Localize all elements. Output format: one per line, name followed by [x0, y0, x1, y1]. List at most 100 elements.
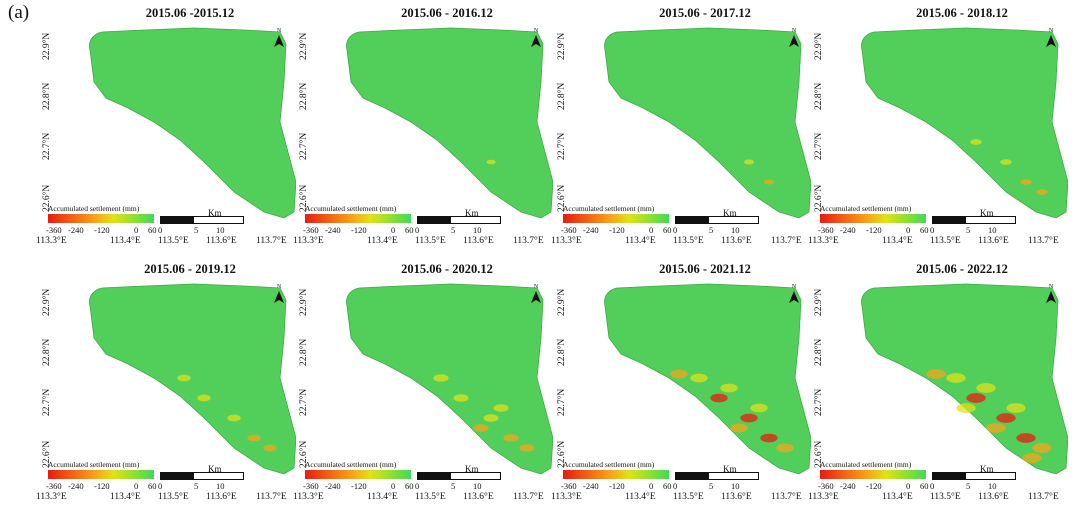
region-shape — [346, 27, 553, 219]
north-arrow-icon — [274, 35, 284, 47]
settlement-hotspot — [730, 423, 748, 433]
legend-colorbar — [48, 470, 154, 479]
legend-tick: 60 — [663, 225, 672, 235]
settlement-map — [89, 283, 296, 475]
legend-tick: -120 — [351, 481, 367, 491]
settlement-hotspot — [1036, 189, 1048, 195]
scale-tick: 10 — [473, 225, 482, 235]
lon-label: 113.5°E — [673, 492, 704, 502]
legend-title: Accumulated settlement (mm) — [563, 460, 655, 469]
scale-tick: 5 — [194, 225, 199, 235]
settlement-hotspots — [177, 374, 277, 452]
north-letter: N — [533, 28, 539, 34]
north-arrow: N — [1044, 284, 1058, 308]
legend-tick: -120 — [351, 225, 367, 235]
settlement-hotspot — [1000, 159, 1012, 165]
lat-label: 22.9°N — [814, 288, 824, 316]
legend-tick: -240 — [325, 481, 341, 491]
settlement-hotspot — [760, 433, 778, 443]
legend-title: Accumulated settlement (mm) — [48, 460, 140, 469]
north-arrow-icon — [531, 35, 541, 47]
scale-unit: Km — [465, 464, 479, 474]
map-panel-2: 2015.06 - 2016.12 N 22.9°N 22.8°N 22.7°N 22… — [293, 0, 557, 250]
north-arrow-icon — [274, 291, 284, 303]
scale-bar — [932, 472, 1016, 480]
lon-label: 113.5°E — [930, 236, 961, 246]
settlement-hotspot — [926, 369, 946, 379]
lon-label: 113.6°E — [206, 236, 237, 246]
legend-tick: -240 — [68, 481, 84, 491]
scale-tick: 5 — [709, 481, 714, 491]
region-shape — [861, 27, 1068, 219]
legend-tick: -360 — [818, 225, 834, 235]
lat-label: 22.7°N — [42, 388, 52, 416]
legend-tick: 60 — [920, 225, 929, 235]
lon-label: 113.7°E — [771, 492, 802, 502]
scale-tick: 0 — [673, 481, 678, 491]
north-arrow-icon — [1046, 35, 1056, 47]
north-arrow: N — [529, 284, 543, 308]
scale-tick: 0 — [930, 481, 935, 491]
legend-colorbar — [820, 214, 926, 223]
settlement-hotspot — [743, 159, 755, 165]
scale-tick: 0 — [673, 225, 678, 235]
settlement-hotspots — [486, 159, 496, 165]
settlement-map — [604, 27, 811, 219]
north-letter: N — [1048, 28, 1054, 34]
settlement-hotspot — [503, 434, 519, 442]
settlement-hotspots — [743, 159, 775, 185]
map-panel-5: 2015.06 - 2019.12 N 22.9°N 22.8°N 22.7°N 22… — [36, 256, 300, 506]
settlement-hotspots — [926, 369, 1052, 463]
legend-tick: -360 — [46, 225, 62, 235]
scale-tick: 0 — [930, 225, 935, 235]
north-letter: N — [276, 28, 282, 34]
region-shape — [89, 27, 296, 219]
legend-tick: 60 — [920, 481, 929, 491]
scale-unit: Km — [208, 464, 222, 474]
scale-tick: 10 — [731, 225, 740, 235]
panel-title: 2015.06 -2015.12 — [145, 6, 235, 20]
lon-label: 113.7°E — [256, 236, 287, 246]
legend-tick: -240 — [840, 225, 856, 235]
map-panel-4: 2015.06 - 2018.12 N 22.9°N 22.8°N 22.7°N 22… — [808, 0, 1072, 250]
lon-label: 113.6°E — [463, 492, 494, 502]
lat-label: 22.8°N — [42, 338, 52, 366]
map-panel-7: 2015.06 - 2021.12 N 22.9°N 22.8°N 22.7°N 22… — [551, 256, 815, 506]
lon-label: 113.3°E — [551, 492, 582, 502]
legend-colorbar — [48, 214, 154, 223]
scale-tick: 10 — [731, 481, 740, 491]
settlement-map — [346, 27, 553, 219]
legend-tick: -360 — [303, 481, 319, 491]
scale-bar — [932, 216, 1016, 224]
north-arrow: N — [272, 284, 286, 308]
settlement-hotspot — [970, 139, 982, 145]
settlement-hotspot — [247, 434, 261, 442]
lon-label: 113.5°E — [930, 492, 961, 502]
legend-tick: -360 — [561, 481, 577, 491]
lat-label: 22.7°N — [814, 132, 824, 160]
settlement-hotspot — [750, 403, 768, 413]
scale-tick: 10 — [988, 481, 997, 491]
legend-tick: 0 — [134, 225, 139, 235]
lon-label: 113.6°E — [721, 236, 752, 246]
legend-title: Accumulated settlement (mm) — [820, 204, 912, 213]
lat-label: 22.9°N — [299, 32, 309, 60]
legend-tick: 60 — [148, 481, 157, 491]
scale-bar — [417, 472, 501, 480]
settlement-map — [604, 283, 811, 475]
lon-label: 113.5°E — [673, 236, 704, 246]
legend-tick: 0 — [649, 225, 654, 235]
settlement-hotspot — [710, 393, 728, 403]
legend-tick: 60 — [405, 225, 414, 235]
settlement-hotspot — [227, 414, 241, 422]
lon-label: 113.5°E — [158, 236, 189, 246]
lon-label: 113.5°E — [415, 236, 446, 246]
legend-tick: -360 — [303, 225, 319, 235]
north-arrow-icon — [789, 291, 799, 303]
scale-tick: 0 — [415, 225, 420, 235]
settlement-hotspots — [433, 374, 535, 452]
map-panel-1: 2015.06 -2015.12 N 22.9°N 22.8°N 22.7°N 22.… — [36, 0, 300, 250]
lat-label: 22.7°N — [557, 132, 567, 160]
map-panel-6: 2015.06 - 2020.12 N 22.9°N 22.8°N 22.7°N 22… — [293, 256, 557, 506]
region-shape — [604, 283, 811, 475]
